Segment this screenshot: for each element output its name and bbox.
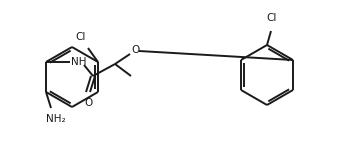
Text: O: O	[131, 45, 139, 55]
Text: Cl: Cl	[267, 13, 277, 23]
Text: O: O	[84, 98, 92, 108]
Text: Cl: Cl	[76, 32, 86, 42]
Text: NH: NH	[71, 57, 87, 67]
Text: NH₂: NH₂	[46, 114, 66, 124]
